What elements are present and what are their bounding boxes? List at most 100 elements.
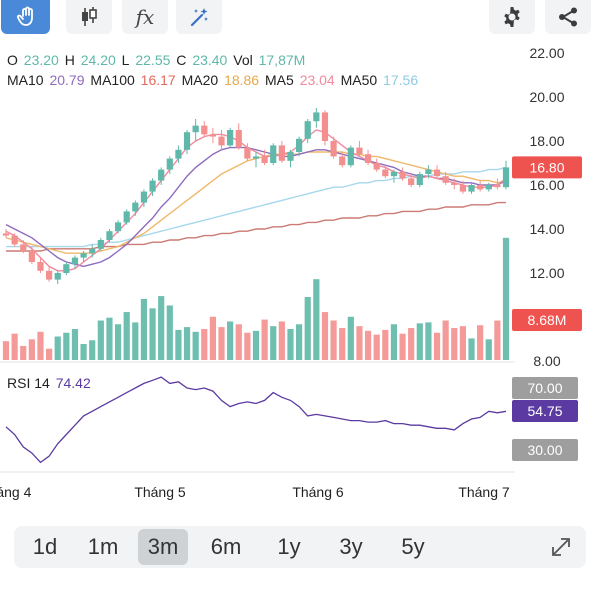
candle-body	[97, 240, 104, 249]
candle-body	[89, 248, 96, 254]
volume-bar	[364, 330, 372, 360]
candlestick-button[interactable]	[66, 0, 112, 34]
candle-body	[192, 125, 199, 133]
candle-body	[390, 171, 398, 177]
ma50-value: 17.56	[383, 72, 419, 88]
candle-body	[313, 112, 320, 122]
ma-legend: MA10 20.79 MA100 16.17 MA20 18.86 MA5 23…	[7, 72, 420, 88]
candle-body	[433, 169, 441, 177]
low-label: L	[121, 52, 130, 68]
candle-body	[227, 130, 234, 146]
y-tick-label: 14.00	[529, 221, 564, 237]
expand-button[interactable]	[546, 531, 576, 563]
candle-body	[149, 180, 156, 192]
volume-bar	[502, 237, 510, 360]
volume-tag	[512, 309, 582, 331]
open-value: 23.20	[23, 52, 59, 68]
volume-bar	[373, 334, 380, 360]
settings-gear-icon	[504, 7, 520, 27]
volume-bar	[28, 339, 35, 360]
candle-body	[502, 167, 510, 188]
x-tick-label: Tháng 7	[458, 484, 510, 500]
volume-bar	[459, 326, 466, 360]
volume-bar	[304, 297, 311, 360]
ma10-value: 20.79	[49, 72, 85, 88]
magic-wand-button[interactable]	[176, 0, 222, 34]
volume-value: 17,87M	[258, 52, 306, 68]
volume-bar	[149, 308, 156, 360]
volume-bar	[485, 339, 492, 360]
candle-body	[183, 132, 191, 150]
candle-body	[166, 158, 173, 170]
candle-body	[28, 251, 35, 262]
hand-pointer-icon	[16, 6, 33, 26]
volume-bar	[321, 312, 329, 360]
volume-bar	[227, 321, 234, 360]
volume-bar	[80, 344, 87, 360]
rsi-label: RSI 14	[7, 375, 50, 391]
share-button[interactable]	[545, 0, 591, 34]
volume-bar	[218, 327, 225, 360]
indicator-function-button[interactable]: fx	[122, 0, 168, 34]
timeframe-1m[interactable]: 1m	[87, 534, 119, 559]
candle-body	[451, 182, 458, 185]
magic-wand-icon	[190, 8, 208, 27]
candle-body	[425, 169, 432, 174]
candle-body	[399, 171, 406, 179]
volume-bar	[442, 320, 449, 360]
rsi-legend: RSI 14 74.42	[7, 375, 93, 391]
volume-bar	[425, 322, 432, 360]
volume-bar	[123, 312, 130, 360]
candle-body	[140, 191, 148, 203]
timeframe-3m[interactable]: 3m	[138, 529, 188, 565]
candle-body	[252, 156, 260, 159]
candle-body	[494, 185, 501, 188]
settings-button[interactable]	[489, 0, 535, 34]
candle-body	[218, 136, 225, 146]
x-tick-label: Tháng 4	[0, 484, 32, 500]
ma100-label: MA100	[90, 72, 135, 88]
hand-pointer-button[interactable]	[1, 0, 50, 34]
volume-bar	[390, 324, 398, 360]
ohlc-legend: O 23.20 H 24.20 L 22.55 C 23.40 Vol 17,8…	[7, 52, 307, 68]
volume-bar	[166, 305, 173, 360]
volume-bar	[114, 324, 122, 360]
candle-body	[356, 147, 363, 155]
timeframe-5y[interactable]: 5y	[401, 534, 425, 559]
timeframe-3y[interactable]: 3y	[339, 534, 363, 559]
candle-body	[132, 202, 139, 212]
volume-bar	[313, 279, 320, 360]
candle-body	[235, 130, 242, 148]
timeframe-1y[interactable]: 1y	[277, 534, 301, 559]
volume-tag-label: 8.68M	[528, 312, 567, 328]
volume-bar	[71, 328, 79, 360]
candle-body	[261, 156, 268, 163]
candle-body	[477, 185, 484, 190]
ma5-label: MA5	[265, 72, 294, 88]
last-price-label: 16.80	[529, 159, 564, 175]
volume-bar	[235, 324, 242, 360]
timeframe-6m[interactable]: 6m	[210, 534, 242, 559]
volume-bar	[261, 319, 268, 360]
candle-body	[244, 147, 251, 159]
volume-bar	[330, 320, 337, 360]
candle-body	[20, 244, 27, 251]
timeframe-1d[interactable]: 1d	[32, 534, 58, 559]
high-label: H	[64, 52, 75, 68]
expand-arrows-icon	[552, 538, 570, 556]
rsi-value: 74.42	[55, 375, 91, 391]
volume-label: Vol	[233, 52, 253, 68]
price-chart[interactable]: 22.00 20.00 18.00 16.00 14.00 12.00 8.00 16.80 8…	[0, 0, 600, 520]
volume-bar	[54, 336, 61, 360]
rsi-last-label: 54.75	[527, 403, 562, 419]
volume-bar	[252, 330, 260, 360]
candle-body	[459, 185, 466, 192]
volume-bar	[399, 333, 406, 360]
volume-bar	[158, 296, 165, 360]
volume-bar	[46, 348, 53, 360]
candle-body	[63, 264, 70, 273]
rsi-line	[5, 376, 507, 464]
candle-body	[11, 235, 18, 245]
volume-bar	[89, 340, 96, 360]
volume-bar	[468, 338, 475, 360]
